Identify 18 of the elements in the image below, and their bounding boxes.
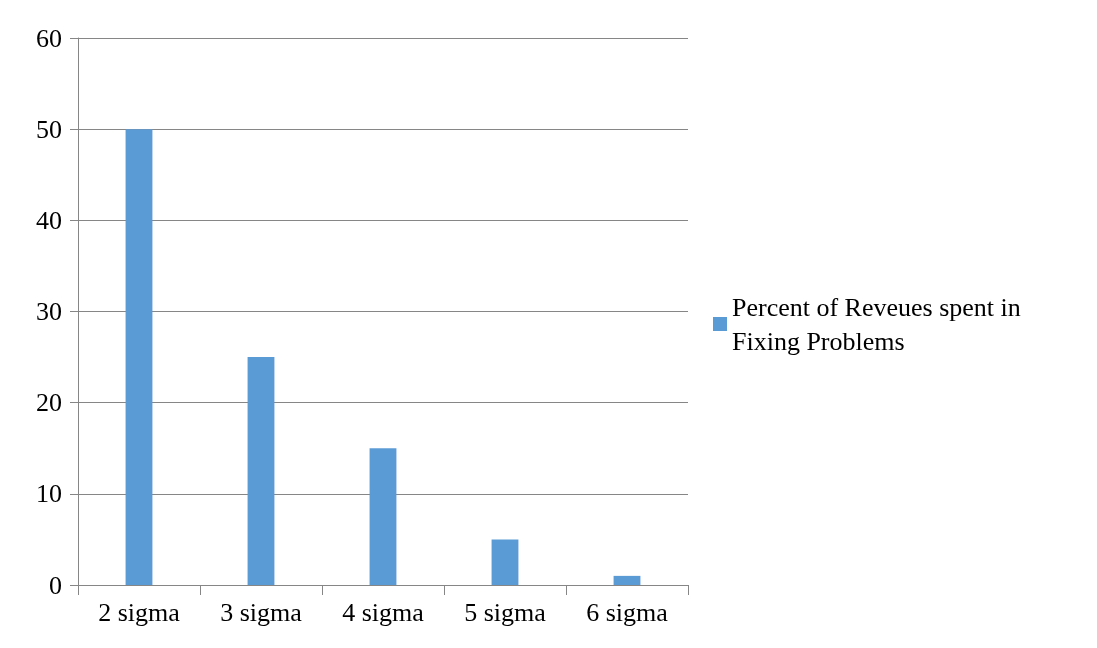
- bar: [613, 575, 641, 585]
- bar: [125, 129, 153, 585]
- x-tick-label: 6 sigma: [586, 597, 669, 627]
- y-tick-label: 40: [36, 205, 62, 235]
- x-tick-label: 5 sigma: [464, 597, 547, 627]
- y-tick-label: 10: [36, 479, 62, 509]
- bar: [369, 448, 397, 585]
- x-tick-label: 4 sigma: [342, 597, 425, 627]
- y-tick-label: 30: [36, 297, 62, 326]
- x-tick-label: 3 sigma: [220, 597, 303, 627]
- bar: [491, 539, 519, 585]
- y-tick-label: 0: [49, 570, 62, 600]
- legend-label: Percent of Reveues spent in Fixing Problems: [732, 292, 1028, 356]
- x-tick-label: 2 sigma: [98, 597, 181, 627]
- y-tick-label: 50: [36, 114, 62, 144]
- y-tick-label: 60: [36, 23, 62, 53]
- y-tick-label: 20: [36, 388, 62, 418]
- bar: [247, 357, 275, 585]
